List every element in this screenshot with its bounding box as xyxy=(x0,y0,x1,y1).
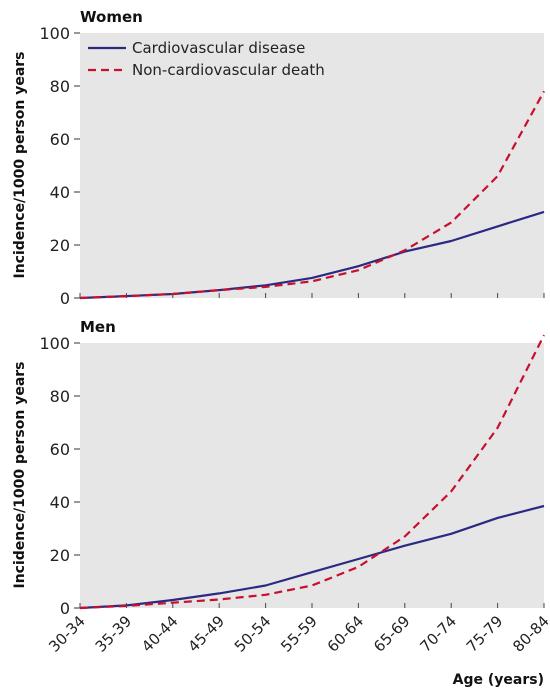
y-axis-label: Incidence/1000 person years xyxy=(12,51,28,278)
y-tick-label: 60 xyxy=(50,130,70,149)
y-tick-label: 0 xyxy=(60,289,70,308)
x-tick-label: 75-79 xyxy=(463,612,507,656)
series-line-non-cardiovascular-death xyxy=(79,334,545,610)
y-tick-label: 60 xyxy=(50,440,70,459)
plot-area xyxy=(80,33,544,298)
series-line-cardiovascular-disease xyxy=(79,210,545,300)
legend-label: Non-cardiovascular death xyxy=(132,61,325,79)
panel-title: Men xyxy=(80,318,116,336)
x-axis-label: Age (years) xyxy=(453,672,544,688)
chart-panel-women: Women Incidence/1000 person years 0 20 40 60 8… xyxy=(12,8,545,308)
x-tick-label: 70-74 xyxy=(416,612,460,656)
x-tick-label: 45-49 xyxy=(184,612,228,656)
y-axis-label: Incidence/1000 person years xyxy=(12,361,28,588)
series-line-non-cardiovascular-death xyxy=(79,90,545,300)
legend-label: Cardiovascular disease xyxy=(132,39,305,57)
series-line-cardiovascular-disease xyxy=(79,504,545,610)
x-tick-label: 35-39 xyxy=(92,612,136,656)
x-tick-label: 50-54 xyxy=(231,612,275,656)
x-tick-label: 55-59 xyxy=(277,612,321,656)
y-tick-label: 20 xyxy=(50,236,70,255)
x-tick-label: 30-34 xyxy=(45,612,89,656)
x-tick-label: 40-44 xyxy=(138,612,182,656)
x-tick-label: 65-69 xyxy=(370,612,414,656)
y-tick-label: 20 xyxy=(50,546,70,565)
y-tick-label: 100 xyxy=(39,24,70,43)
y-tick-label: 40 xyxy=(50,493,70,512)
plot-area xyxy=(80,343,544,608)
chart-panel-men: Men Incidence/1000 person years 0 20 40 60 80 1… xyxy=(12,318,550,688)
y-tick-label: 40 xyxy=(50,183,70,202)
y-tick-label: 80 xyxy=(50,77,70,96)
x-tick-label: 60-64 xyxy=(324,612,368,656)
x-tick-label: 80-84 xyxy=(509,612,550,656)
panel-title: Women xyxy=(80,8,143,26)
y-tick-label: 100 xyxy=(39,334,70,353)
y-tick-label: 0 xyxy=(60,599,70,618)
y-tick-label: 80 xyxy=(50,387,70,406)
